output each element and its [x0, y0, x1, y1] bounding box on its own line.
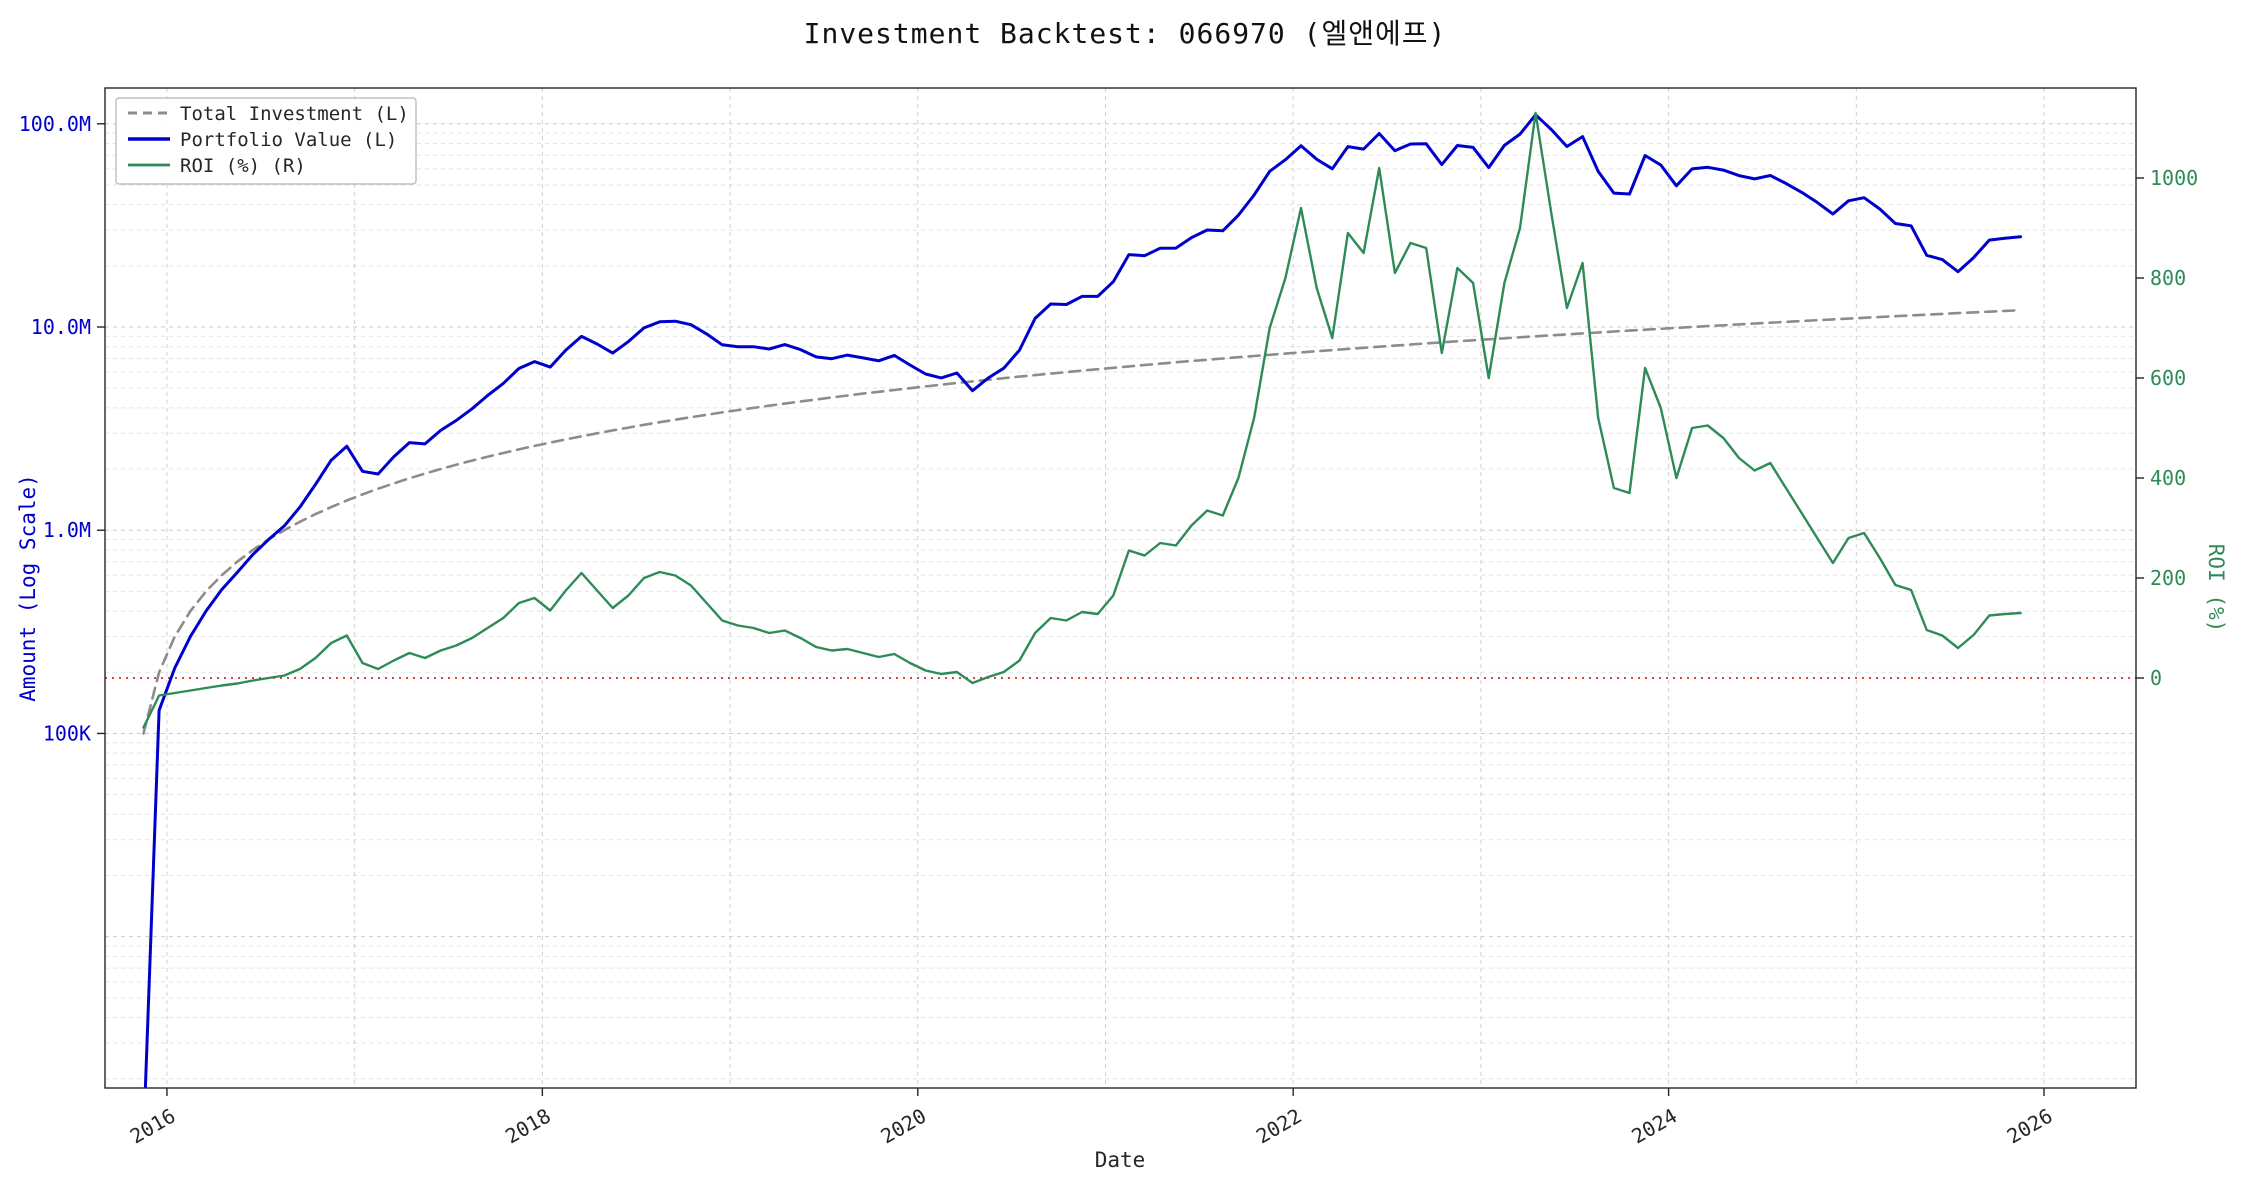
axes: 100K 1.0M 10.0M 100.0M 0 200 400 600 800 1000 2016… — [19, 87, 2198, 1149]
plot-border — [104, 87, 2137, 1089]
right-tick-label: 400 — [2150, 466, 2186, 490]
legend-label-total-investment: Total Investment (L) — [180, 103, 409, 125]
left-tick-label: 100K — [43, 721, 91, 745]
left-tick-label: 10.0M — [31, 315, 91, 339]
portfolio-value-line — [143, 113, 2023, 1088]
right-tick-label: 600 — [2150, 366, 2186, 390]
legend-label-roi: ROI (%) (R) — [180, 155, 306, 177]
series-roi — [142, 111, 2022, 729]
legend-box — [115, 97, 417, 185]
total-investment-line — [142, 308, 2022, 735]
series-portfolio-value — [143, 113, 2023, 1088]
chart-title: Investment Backtest: 066970 (엘앤에프) — [803, 17, 1447, 50]
x-tick-label: 2018 — [501, 1104, 555, 1149]
left-tick-label: 100.0M — [19, 112, 91, 136]
left-tick-label: 1.0M — [43, 518, 91, 542]
grid-lines — [105, 88, 2136, 1088]
right-tick-label: 200 — [2150, 566, 2186, 590]
x-tick-label: 2020 — [877, 1104, 931, 1149]
right-tick-label: 1000 — [2150, 166, 2198, 190]
x-axis-label: Date — [1094, 1148, 1146, 1172]
series-total-investment — [142, 308, 2022, 735]
x-tick-label: 2024 — [1627, 1104, 1681, 1149]
right-tick-label: 800 — [2150, 266, 2186, 290]
right-tick-label: 0 — [2150, 666, 2162, 690]
x-tick-label: 2026 — [2003, 1104, 2057, 1149]
x-tick-label: 2022 — [1252, 1104, 1306, 1149]
legend: Total Investment (L) Portfolio Value (L) R… — [115, 97, 417, 185]
x-tick-label: 2016 — [126, 1104, 180, 1149]
legend-label-portfolio-value: Portfolio Value (L) — [180, 129, 397, 151]
roi-line — [142, 111, 2022, 729]
